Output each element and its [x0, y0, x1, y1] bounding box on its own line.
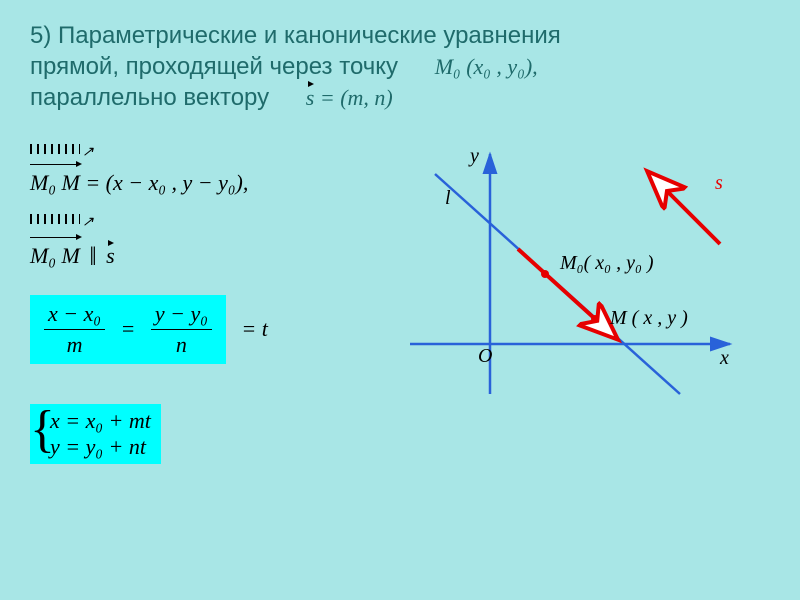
param-line2: y = y₀ + nt: [50, 434, 151, 460]
m0m-expr: = (x − x₀ , y − y₀),: [85, 170, 248, 195]
eq-canonical: x − x₀ m = y − y₀ n = t: [30, 295, 370, 364]
x-label: x: [719, 347, 729, 369]
eq-parallel: ↗ M₀ M ‖ s: [30, 214, 370, 270]
s-label: s: [715, 172, 723, 194]
s-over-arrow: s: [306, 84, 315, 113]
l-label: l: [445, 187, 451, 209]
equals-1: =: [121, 316, 136, 341]
m0m-text: M₀ M: [30, 170, 80, 195]
hatch-decoration-2: [30, 214, 80, 224]
parametric-highlight: x = x₀ + mt y = y₀ + nt: [30, 404, 161, 464]
frac1-den: m: [44, 330, 105, 358]
point-m: [591, 315, 599, 323]
frac2-den: n: [151, 330, 212, 358]
canonical-highlight: x − x₀ m = y − y₀ n: [30, 295, 226, 364]
hatch-decoration-1: [30, 144, 80, 154]
frac1-num: x − x₀: [44, 301, 105, 330]
coordinate-diagram: O x y l s M₀( x₀ , y₀ ) M ( x , y ): [370, 134, 750, 414]
m0m-vector-arrow-2: M₀ M: [30, 243, 80, 269]
s-vector-line: [650, 174, 720, 244]
parallel-symbol: ‖: [89, 242, 96, 271]
canonical-rhs: = t: [241, 316, 267, 341]
equations-column: ↗ M₀ M = (x − x₀ , y − y₀), ↗ M₀ M ‖ s x…: [30, 134, 370, 564]
slide: 5) Параметрические и канонические уравне…: [0, 0, 800, 600]
eq-vector-m0m: ↗ M₀ M = (x − x₀ , y − y₀),: [30, 144, 370, 196]
title-line2: прямой, проходящей через точку: [30, 53, 398, 80]
s-vector-2: s: [106, 243, 115, 269]
m0m-text-2: M₀ M: [30, 243, 80, 268]
point-m0: [541, 270, 549, 278]
title-line1: 5) Параметрические и канонические уравне…: [30, 22, 561, 49]
frac-1: x − x₀ m: [40, 301, 109, 358]
content-area: ↗ M₀ M = (x − x₀ , y − y₀), ↗ M₀ M ‖ s x…: [30, 134, 770, 564]
param-line1: x = x₀ + mt: [50, 408, 151, 434]
m-label: M ( x , y ): [609, 307, 688, 329]
point-expr: M₀ (x₀ , y₀),: [435, 54, 538, 79]
y-label: y: [468, 145, 479, 167]
title-line3: параллельно вектору: [30, 84, 269, 111]
frac-2: y − y₀ n: [147, 301, 216, 358]
diagram-column: O x y l s M₀( x₀ , y₀ ) M ( x , y ): [370, 134, 770, 564]
origin-label: O: [478, 345, 492, 367]
frac2-num: y − y₀: [151, 301, 212, 330]
eq-parametric: x = x₀ + mt y = y₀ + nt: [30, 404, 370, 464]
m0-label: M₀( x₀ , y₀ ): [559, 252, 654, 274]
vector-expr: s = (m, n): [306, 85, 393, 110]
slide-title: 5) Параметрические и канонические уравне…: [30, 20, 770, 114]
m0m-vector-arrow: M₀ M: [30, 170, 80, 196]
